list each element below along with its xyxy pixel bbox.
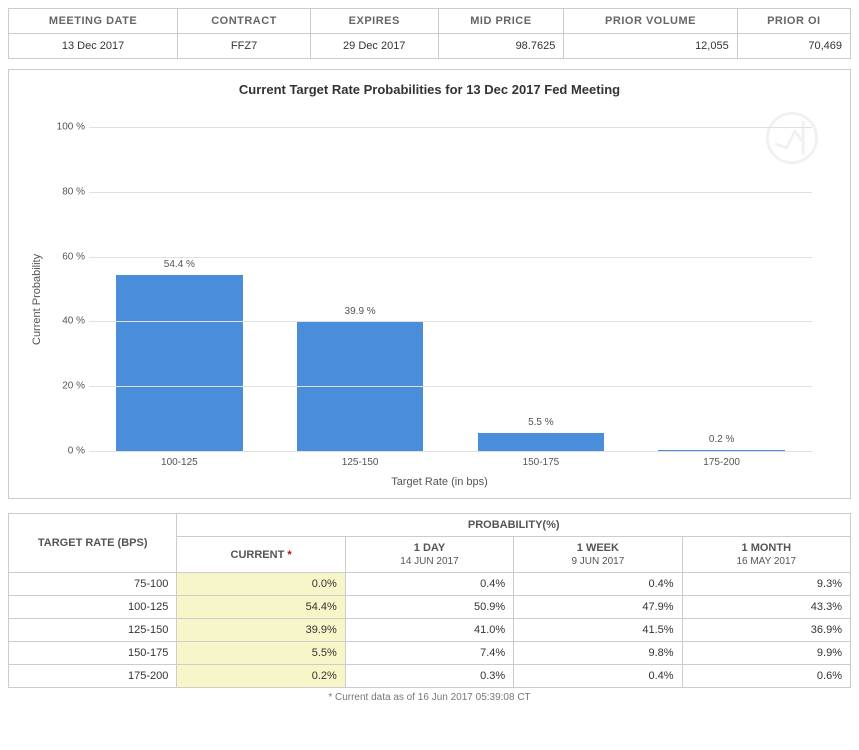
grid-line [89, 192, 812, 193]
cell-probability: 5.5% [177, 642, 345, 665]
cell-mid-price: 98.7625 [438, 34, 564, 59]
bar-slot: 5.5 % [451, 111, 632, 451]
cell-probability: 7.4% [345, 642, 513, 665]
cell-prior-oi: 70,469 [737, 34, 850, 59]
prob-col-header: 1 WEEK9 JUN 2017 [514, 537, 682, 573]
cell-probability: 47.9% [514, 596, 682, 619]
cell-probability: 9.9% [682, 642, 850, 665]
cell-probability: 0.0% [177, 573, 345, 596]
col-expires: EXPIRES [310, 9, 438, 34]
table-row: 125-15039.9%41.0%41.5%36.9% [9, 619, 851, 642]
cell-target-rate: 75-100 [9, 573, 177, 596]
col-probability-group: PROBABILITY(%) [177, 514, 851, 537]
cell-probability: 9.3% [682, 573, 850, 596]
x-axis-ticks: 100-125125-150150-175175-200 [89, 457, 812, 468]
grid-line [89, 386, 812, 387]
cell-contract: FFZ7 [178, 34, 311, 59]
grid-line [89, 257, 812, 258]
table-row: 75-1000.0%0.4%0.4%9.3% [9, 573, 851, 596]
chart-xlabel: Target Rate (in bps) [47, 476, 832, 488]
grid-line [89, 321, 812, 322]
cell-prior-volume: 12,055 [564, 34, 737, 59]
table-row: 13 Dec 2017 FFZ7 29 Dec 2017 98.7625 12,… [9, 34, 851, 59]
table-row: 175-2000.2%0.3%0.4%0.6% [9, 665, 851, 688]
y-tick-label: 80 % [49, 186, 85, 197]
contract-summary-table: MEETING DATE CONTRACT EXPIRES MID PRICE … [8, 8, 851, 59]
cell-probability: 0.4% [514, 665, 682, 688]
x-tick-label: 125-150 [270, 457, 451, 468]
bar: 54.4 % [116, 275, 243, 451]
cell-probability: 0.4% [514, 573, 682, 596]
y-tick-label: 60 % [49, 251, 85, 262]
bar-slot: 54.4 % [89, 111, 270, 451]
grid-line [89, 127, 812, 128]
cell-probability: 43.3% [682, 596, 850, 619]
cell-probability: 0.2% [177, 665, 345, 688]
bar-slot: 0.2 % [631, 111, 812, 451]
bar-value-label: 0.2 % [709, 434, 735, 445]
col-prior-volume: PRIOR VOLUME [564, 9, 737, 34]
bar-value-label: 39.9 % [345, 306, 376, 317]
bar-slot: 39.9 % [270, 111, 451, 451]
chart-title: Current Target Rate Probabilities for 13… [27, 82, 832, 97]
bar-value-label: 5.5 % [528, 417, 554, 428]
cell-probability: 54.4% [177, 596, 345, 619]
plot-area: 54.4 %39.9 %5.5 %0.2 % 0 %20 %40 %60 %80… [89, 111, 812, 451]
cell-probability: 41.5% [514, 619, 682, 642]
cell-target-rate: 100-125 [9, 596, 177, 619]
cell-probability: 9.8% [514, 642, 682, 665]
cell-probability: 0.4% [345, 573, 513, 596]
cell-target-rate: 175-200 [9, 665, 177, 688]
cell-probability: 36.9% [682, 619, 850, 642]
cell-probability: 50.9% [345, 596, 513, 619]
prob-col-header: 1 MONTH16 MAY 2017 [682, 537, 850, 573]
cell-expires: 29 Dec 2017 [310, 34, 438, 59]
cell-meeting-date: 13 Dec 2017 [9, 34, 178, 59]
cell-probability: 41.0% [345, 619, 513, 642]
x-tick-label: 100-125 [89, 457, 270, 468]
col-mid-price: MID PRICE [438, 9, 564, 34]
table-row: 100-12554.4%50.9%47.9%43.3% [9, 596, 851, 619]
x-tick-label: 150-175 [451, 457, 632, 468]
grid-line [89, 451, 812, 452]
bar: 5.5 % [478, 433, 605, 451]
probability-chart: Current Target Rate Probabilities for 13… [8, 69, 851, 499]
cell-probability: 0.6% [682, 665, 850, 688]
footnote: * Current data as of 16 Jun 2017 05:39:0… [8, 692, 851, 703]
col-prior-oi: PRIOR OI [737, 9, 850, 34]
y-tick-label: 20 % [49, 381, 85, 392]
table-row: 150-1755.5%7.4%9.8%9.9% [9, 642, 851, 665]
cell-target-rate: 125-150 [9, 619, 177, 642]
cell-target-rate: 150-175 [9, 642, 177, 665]
col-contract: CONTRACT [178, 9, 311, 34]
probability-table: TARGET RATE (BPS) PROBABILITY(%) CURRENT… [8, 513, 851, 688]
y-tick-label: 0 % [49, 446, 85, 457]
y-tick-label: 40 % [49, 316, 85, 327]
col-meeting-date: MEETING DATE [9, 9, 178, 34]
col-target-rate: TARGET RATE (BPS) [9, 514, 177, 573]
prob-col-header: 1 DAY14 JUN 2017 [345, 537, 513, 573]
chart-ylabel: Current Probability [27, 111, 47, 488]
prob-col-header: CURRENT * [177, 537, 345, 573]
y-tick-label: 100 % [49, 122, 85, 133]
cell-probability: 39.9% [177, 619, 345, 642]
bar-value-label: 54.4 % [164, 259, 195, 270]
cell-probability: 0.3% [345, 665, 513, 688]
x-tick-label: 175-200 [631, 457, 812, 468]
